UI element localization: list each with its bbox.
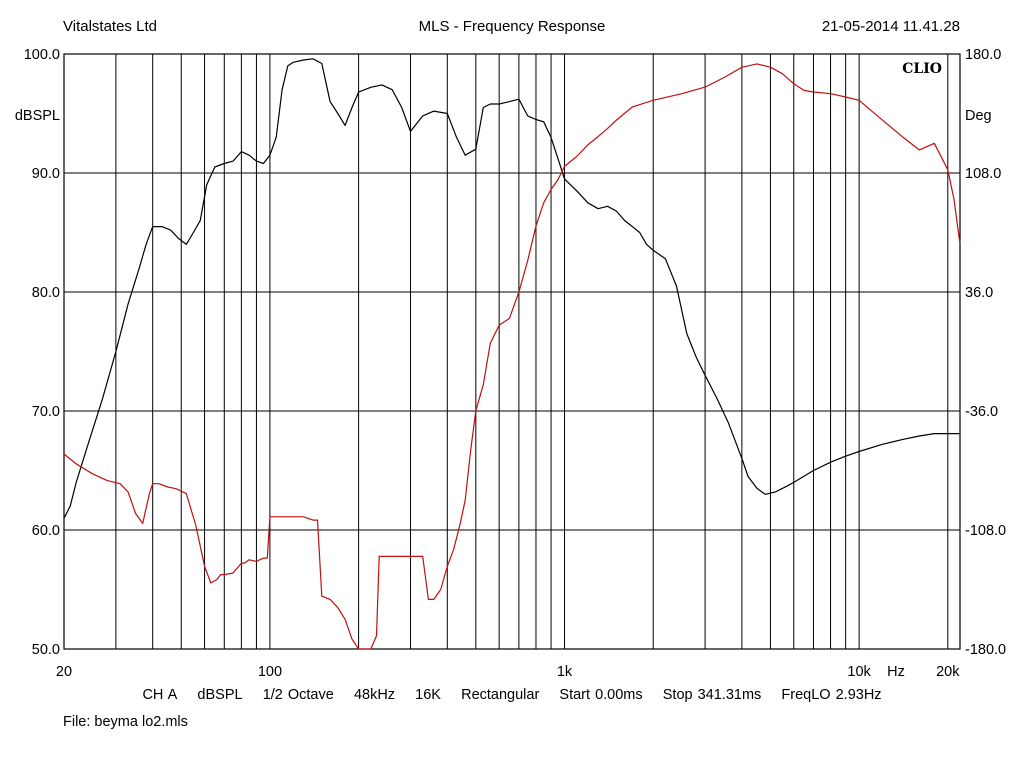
setting-size: 16K [415,687,441,703]
company-name: Vitalstates Ltd [63,18,157,35]
x-tick-label: 20 [56,664,72,680]
setting-smoothing: 1/2 Octave [262,687,334,703]
file-name: File: beyma lo2.mls [63,714,188,730]
y-tick-label-right: 36.0 [965,285,993,301]
setting-freq-lo: FreqLO 2.93Hz [781,687,882,703]
y-tick-label-left: 80.0 [32,285,60,301]
y-axis-label-right: Deg [965,108,992,124]
setting-stop: Stop 341.31ms [662,687,762,703]
y-tick-label-left: 70.0 [32,404,60,420]
x-tick-label: 20k [936,664,960,680]
setting-sample-rate: 48kHz [353,687,396,703]
setting-start: Start 0.00ms [559,687,643,703]
y-tick-label-left: 50.0 [32,642,60,658]
y-axis-label-left: dBSPL [15,108,60,124]
x-axis-unit-label: Hz [887,664,905,680]
timestamp: 21-05-2014 11.41.28 [821,18,960,35]
x-tick-label: 100 [258,664,282,680]
phase-series-line [63,63,961,650]
setting-unit: dBSPL [197,687,243,703]
measurement-settings: CH A dBSPL 1/2 Octave 48kHz 16K Rectangu… [0,687,1024,703]
chart-title: MLS - Frequency Response [418,18,606,35]
setting-channel: CH A [142,687,178,703]
y-tick-label-left: 90.0 [32,166,60,182]
y-tick-label-left: 60.0 [32,523,60,539]
y-tick-label-right: 108.0 [965,166,1001,182]
y-tick-label-right: 180.0 [965,47,1001,63]
plot-frame [63,53,961,650]
y-tick-label-right: -36.0 [965,404,998,420]
y-tick-label-right: -180.0 [965,642,1006,658]
setting-window: Rectangular [461,687,540,703]
magnitude-series-line [63,58,960,519]
y-tick-label-right: -108.0 [965,523,1006,539]
brand-label: CLIO [902,61,942,77]
y-tick-label-left: 100.0 [24,47,60,63]
x-tick-label: 10k [847,664,871,680]
x-tick-label: 1k [557,664,573,680]
